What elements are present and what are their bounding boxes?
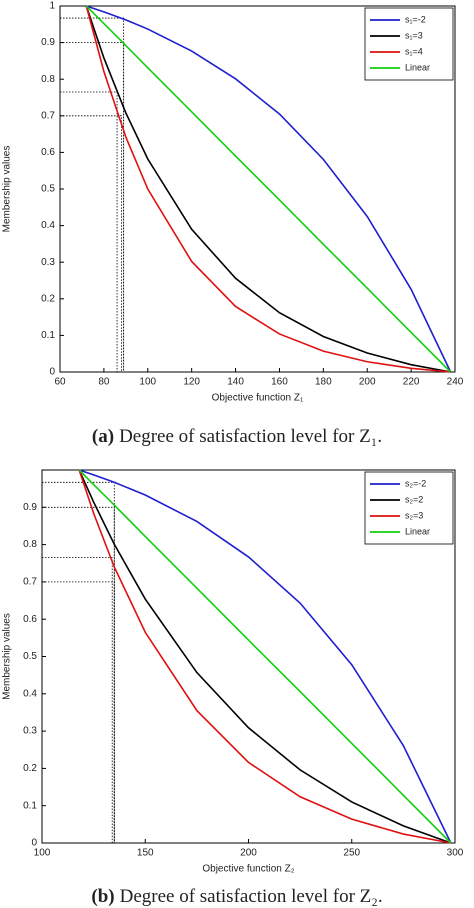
caption-label: (b) (91, 886, 114, 907)
y-tick-label: 0.8 (23, 539, 37, 550)
caption-text: Degree of satisfaction level for Z₂. (120, 886, 383, 907)
reference-guide (42, 481, 115, 843)
x-tick-label: 160 (271, 377, 288, 388)
y-tick-label: 0.8 (41, 74, 55, 85)
reference-guide (42, 506, 115, 843)
x-tick-label: 300 (447, 848, 464, 859)
y-tick-label: 0.5 (41, 184, 55, 195)
reference-guide (60, 17, 125, 372)
reference-guide (42, 581, 115, 843)
y-tick-label: 0.1 (41, 330, 55, 341)
legend-label: Linear (405, 62, 430, 72)
y-tick-label: 0.6 (23, 614, 37, 625)
y-tick-label: 0.4 (23, 688, 37, 699)
y-tick-label: 0.7 (41, 110, 55, 121)
y-tick-label: 0.7 (23, 577, 37, 588)
x-axis-label: Objective function Z₁ (212, 393, 304, 404)
x-tick-label: 220 (403, 377, 420, 388)
x-tick-label: 250 (343, 848, 360, 859)
series-line (78, 469, 452, 844)
x-tick-label: 120 (183, 377, 200, 388)
y-tick-label: 0.4 (41, 220, 55, 231)
x-tick-label: 80 (98, 377, 110, 388)
legend-label: s₂=-2 (405, 478, 426, 488)
x-tick-label: 100 (34, 848, 51, 859)
legend-label: s₂=3 (405, 510, 423, 520)
x-axis-label: Objective function Z₂ (202, 864, 294, 875)
x-tick-label: 240 (447, 377, 464, 388)
reference-guide (42, 557, 113, 843)
caption: (b) Degree of satisfaction level for Z₂. (91, 886, 382, 907)
y-tick-label: 0.1 (23, 800, 37, 811)
x-tick-label: 150 (137, 848, 154, 859)
x-tick-label: 100 (139, 377, 156, 388)
series-line (85, 5, 451, 373)
y-tick-label: 1 (49, 1, 55, 12)
legend-label: s₁=4 (405, 46, 423, 56)
x-tick-label: 200 (359, 377, 376, 388)
x-tick-label: 180 (315, 377, 332, 388)
y-axis-label: Membership values (2, 146, 13, 233)
reference-guide (60, 115, 122, 372)
series-line (86, 5, 452, 373)
reference-guide (60, 91, 118, 372)
series-line (78, 469, 452, 844)
caption: (a) Degree of satisfaction level for Z₁. (92, 426, 382, 447)
x-tick-label: 60 (54, 377, 66, 388)
series-line (85, 5, 451, 373)
legend-label: s₁=-2 (405, 14, 426, 24)
y-tick-label: 0.2 (41, 293, 55, 304)
y-tick-label: 0 (31, 838, 37, 849)
y-tick-label: 0.6 (41, 147, 55, 158)
caption-label: (a) (92, 426, 114, 447)
y-tick-label: 0.3 (41, 257, 55, 268)
y-tick-label: 0.3 (23, 726, 37, 737)
x-tick-label: 140 (227, 377, 244, 388)
caption-text: Degree of satisfaction level for Z₁. (119, 426, 382, 447)
legend-label: s₂=2 (405, 494, 423, 504)
y-tick-label: 0.5 (23, 651, 37, 662)
legend-label: s₁=3 (405, 30, 423, 40)
series-line (78, 469, 452, 844)
y-tick-label: 0.9 (41, 37, 55, 48)
y-tick-label: 0 (49, 367, 55, 378)
series-line (78, 469, 452, 844)
x-tick-label: 200 (240, 848, 257, 859)
series-line (85, 5, 452, 373)
y-axis-label: Membership values (2, 613, 13, 700)
y-tick-label: 0.9 (23, 502, 37, 513)
y-tick-label: 0.2 (23, 763, 37, 774)
legend-label: Linear (405, 526, 430, 536)
